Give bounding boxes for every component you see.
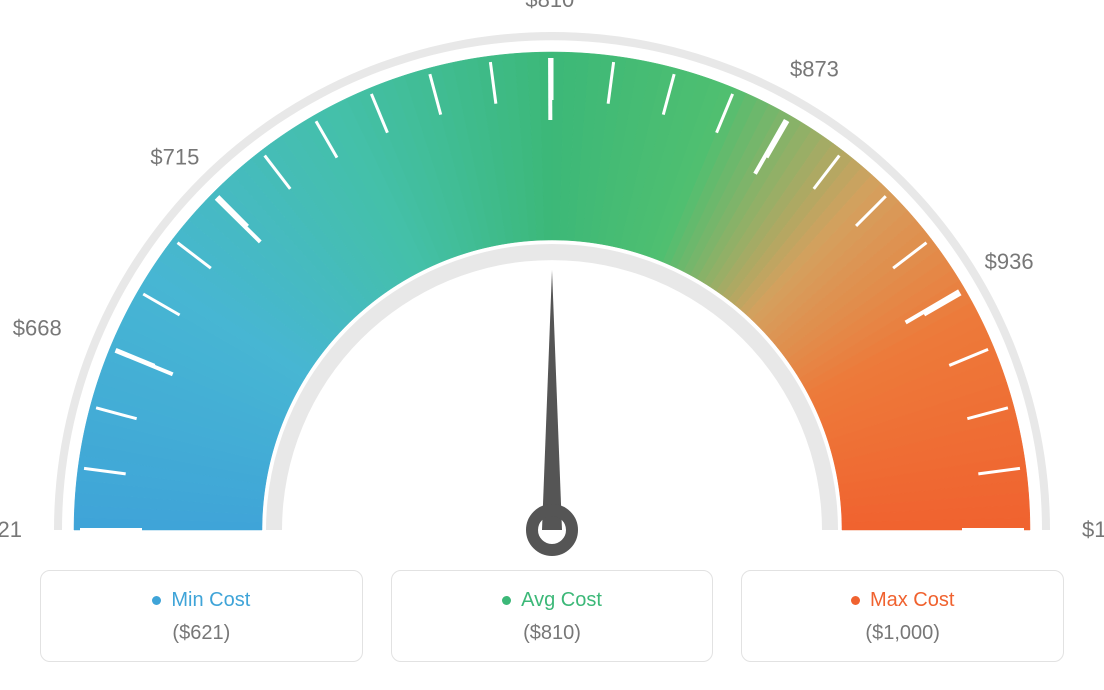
legend-label-min: Min Cost	[171, 589, 250, 612]
svg-text:$668: $668	[13, 316, 62, 341]
svg-text:$936: $936	[985, 249, 1034, 274]
svg-text:$1,000: $1,000	[1082, 517, 1104, 542]
legend-dot-min	[152, 596, 161, 605]
legend-label-avg: Avg Cost	[521, 589, 602, 612]
legend-value-max: ($1,000)	[752, 622, 1053, 645]
legend-dot-avg	[502, 596, 511, 605]
svg-text:$873: $873	[790, 57, 839, 82]
svg-text:$810: $810	[525, 0, 574, 12]
legend-value-min: ($621)	[51, 622, 352, 645]
legend-card-min: Min Cost ($621)	[40, 570, 363, 662]
legend-label-max: Max Cost	[870, 589, 954, 612]
legend-value-avg: ($810)	[402, 622, 703, 645]
legend-dot-max	[851, 596, 860, 605]
gauge-svg: $621 $668 $715 $810 $873 $936 $1,000	[0, 0, 1104, 580]
legend-card-max: Max Cost ($1,000)	[741, 570, 1064, 662]
cost-gauge-container: $621 $668 $715 $810 $873 $936 $1,000 Min Cost …	[0, 0, 1104, 690]
legend-card-avg: Avg Cost ($810)	[391, 570, 714, 662]
svg-text:$621: $621	[0, 517, 22, 542]
svg-text:$715: $715	[150, 145, 199, 170]
gauge-chart: $621 $668 $715 $810 $873 $936 $1,000	[0, 0, 1104, 560]
legend-row: Min Cost ($621) Avg Cost ($810) Max Cost…	[40, 570, 1064, 662]
